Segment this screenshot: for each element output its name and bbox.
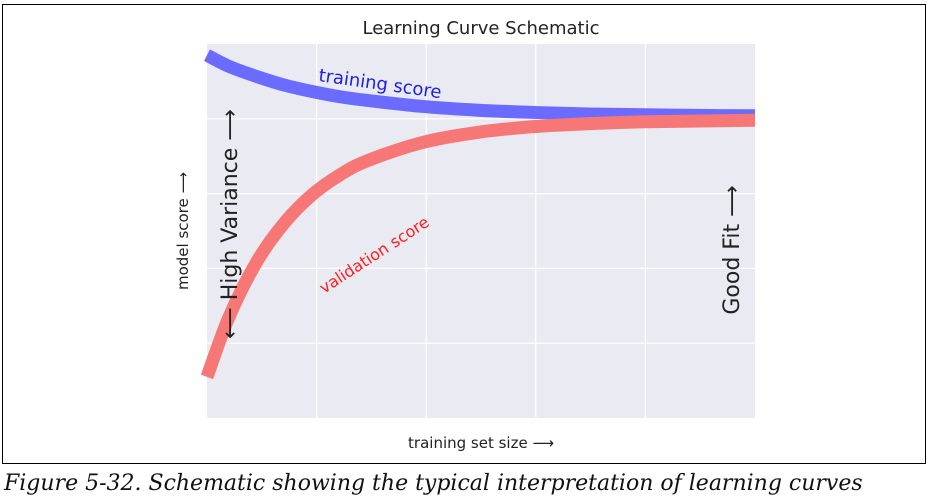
- y-axis-label: model score ⟶: [174, 172, 192, 290]
- plot-area: [207, 44, 755, 418]
- good-fit-annotation: Good Fit ⟶: [720, 185, 745, 314]
- series-lines: [200, 49, 756, 380]
- learning-curve-chart: Learning Curve Schematic training set si…: [174, 18, 756, 452]
- training-score-line: [203, 49, 756, 123]
- chart-title: Learning Curve Schematic: [362, 18, 599, 39]
- validation-score-line: [200, 113, 756, 380]
- figure-caption: Figure 5-32. Schematic showing the typic…: [4, 471, 863, 496]
- high-variance-annotation: ⟵ High Variance ⟶: [218, 109, 243, 339]
- x-axis-label: training set size ⟶: [408, 434, 554, 452]
